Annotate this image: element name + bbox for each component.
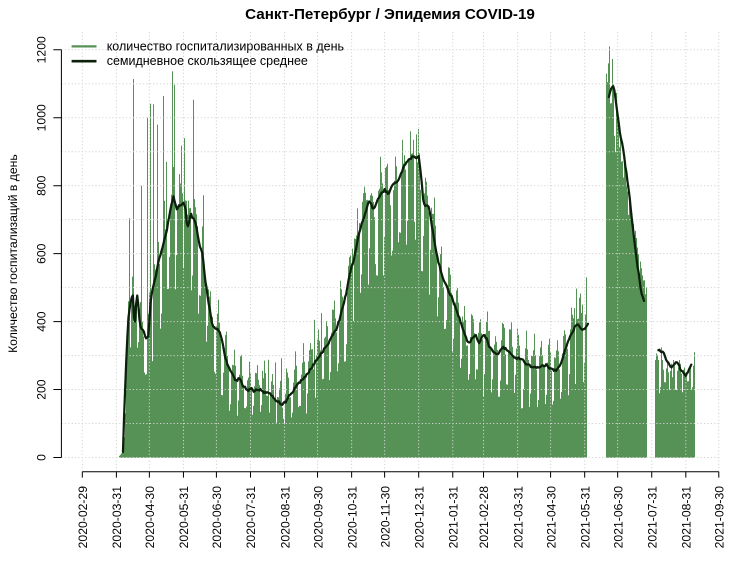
- svg-text:800: 800: [35, 175, 49, 196]
- svg-text:2020-12-31: 2020-12-31: [412, 486, 426, 549]
- svg-text:1200: 1200: [35, 36, 49, 63]
- svg-text:Санкт-Петербург / Эпидемия COV: Санкт-Петербург / Эпидемия COVID-19: [245, 6, 535, 23]
- svg-text:600: 600: [35, 243, 49, 264]
- svg-text:2021-02-28: 2021-02-28: [477, 486, 491, 549]
- svg-text:Количество госпитализаций в де: Количество госпитализаций в день: [6, 154, 20, 353]
- svg-text:2020-03-31: 2020-03-31: [110, 486, 124, 549]
- svg-text:2021-04-30: 2021-04-30: [544, 486, 558, 549]
- svg-text:2021-06-30: 2021-06-30: [611, 486, 625, 549]
- svg-text:семидневное скользящее среднее: семидневное скользящее среднее: [107, 54, 308, 68]
- svg-text:2020-10-31: 2020-10-31: [345, 486, 359, 549]
- svg-text:2021-05-31: 2021-05-31: [578, 486, 592, 549]
- svg-text:2020-05-31: 2020-05-31: [177, 486, 191, 549]
- svg-text:количество госпитализированных: количество госпитализированных в день: [107, 39, 344, 53]
- svg-text:2020-04-30: 2020-04-30: [143, 486, 157, 549]
- svg-text:2021-03-31: 2021-03-31: [511, 486, 525, 549]
- svg-text:0: 0: [35, 454, 49, 461]
- svg-text:2020-09-30: 2020-09-30: [311, 486, 325, 549]
- svg-text:2020-08-31: 2020-08-31: [278, 486, 292, 549]
- svg-text:2021-09-30: 2021-09-30: [713, 486, 727, 549]
- svg-text:2020-11-30: 2020-11-30: [378, 486, 392, 548]
- svg-text:2021-07-31: 2021-07-31: [645, 486, 659, 549]
- svg-text:400: 400: [35, 311, 49, 332]
- svg-text:2020-02-29: 2020-02-29: [76, 486, 90, 549]
- svg-text:1000: 1000: [35, 104, 49, 131]
- svg-text:2021-08-31: 2021-08-31: [680, 486, 694, 549]
- svg-text:2020-07-31: 2020-07-31: [244, 486, 258, 549]
- svg-text:2020-06-30: 2020-06-30: [210, 486, 224, 549]
- svg-text:200: 200: [35, 379, 49, 400]
- svg-text:2021-01-31: 2021-01-31: [447, 486, 461, 549]
